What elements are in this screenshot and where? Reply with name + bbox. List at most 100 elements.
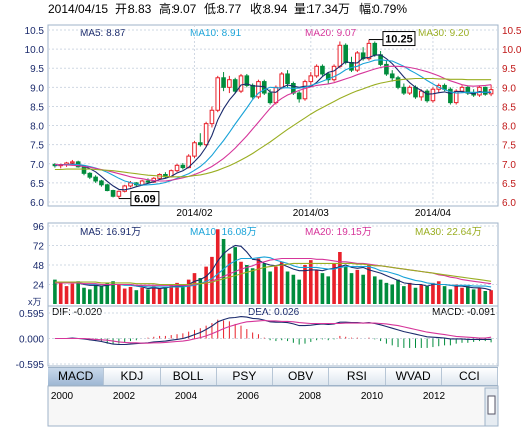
header-low-label: 低:	[204, 2, 219, 16]
volume-ma10-line	[54, 256, 492, 288]
candle-body	[209, 109, 215, 125]
volume-bar	[250, 268, 255, 304]
volume-moving-averages	[54, 244, 492, 291]
price-axis-labels: 10.5 10.5 10.0 10.0 9.5 9.5 9.0 9.0 8.5 8.5 8.0 8.0…	[25, 26, 522, 219]
candle-body	[122, 185, 128, 192]
price-extreme-markers: 10.25 6.09	[118, 31, 416, 207]
volume-bar	[128, 286, 133, 304]
price-grid	[48, 25, 498, 206]
candle-body	[267, 92, 273, 104]
volume-bar	[425, 286, 429, 304]
volume-bar	[99, 286, 104, 304]
volume-bar	[146, 289, 150, 304]
price-panel-frame	[47, 24, 499, 207]
price-y-tick-left: 6.0	[30, 198, 44, 209]
volume-bar	[221, 239, 226, 304]
price-y-tick-left: 9.0	[30, 83, 44, 94]
candle-body	[232, 79, 238, 92]
volume-bar	[384, 282, 389, 304]
volume-bar	[320, 273, 325, 304]
candle-body	[279, 73, 285, 88]
price-moving-averages	[54, 54, 492, 191]
volume-bar	[268, 271, 272, 304]
candle-body	[261, 81, 267, 94]
header-close: 8.94	[264, 2, 288, 16]
volume-bar	[448, 289, 453, 304]
candle-body	[448, 88, 453, 104]
candle-body	[337, 44, 343, 67]
overview-x-tick: 2008	[299, 391, 322, 402]
volume-bar	[303, 265, 307, 304]
header-change-label: 幅:	[359, 1, 374, 16]
macd-series: 0.595 0.000 -0.595	[16, 309, 498, 371]
low-marker-box	[130, 191, 160, 207]
macd-panel-frame	[47, 305, 499, 367]
price-legend: MA5: 8.87 MA10: 8.91 MA20: 9.07 MA30: 9.…	[80, 28, 470, 39]
price-y-tick-left: 8.0	[30, 122, 44, 133]
candle-body	[314, 65, 319, 77]
price-ma30-line	[54, 77, 492, 178]
volume-bar	[460, 287, 464, 304]
macd-y-tick: 0.595	[19, 309, 44, 320]
volume-bar	[122, 288, 127, 304]
header-open-label: 开:	[115, 2, 130, 16]
overview-scroll-grip	[487, 395, 496, 415]
overview-x-tick: 2000	[51, 391, 74, 402]
candle-body	[418, 90, 424, 98]
candle-body	[407, 86, 412, 94]
volume-bar	[53, 279, 57, 304]
tab-obv[interactable]: OBV	[273, 368, 330, 385]
price-y-tick-right: 7.0	[502, 160, 516, 171]
overview-x-tick: 2004	[175, 391, 198, 402]
price-ma20-label: MA20: 9.07	[305, 28, 357, 39]
volume-ma20-label: MA20: 19.15万	[305, 227, 372, 238]
price-ma5-label: MA5: 8.87	[80, 28, 126, 39]
candle-body	[343, 44, 349, 63]
price-y-tick-right: 8.0	[502, 122, 516, 133]
price-y-tick-left: 10.5	[25, 26, 45, 37]
high-marker-label: 10.25	[385, 34, 413, 46]
volume-bar	[454, 284, 459, 304]
tab-rsi[interactable]: RSI	[329, 368, 386, 385]
tab-macd[interactable]: MACD	[48, 368, 105, 385]
candle-body	[459, 86, 465, 92]
price-x-tick: 2014/03	[293, 208, 330, 219]
candle-body	[244, 75, 250, 86]
volume-bar	[262, 263, 267, 304]
price-ma30-label: MA30: 9.20	[418, 28, 470, 39]
volume-bar	[64, 286, 69, 304]
candle-body	[372, 42, 378, 56]
volume-bar	[367, 265, 371, 304]
tab-psy[interactable]: PSY	[216, 368, 273, 385]
tab-kdj[interactable]: KDJ	[104, 368, 161, 385]
price-y-tick-right: 9.0	[502, 83, 516, 94]
price-y-tick-left: 7.5	[30, 141, 44, 152]
tab-cci[interactable]: CCI	[441, 368, 498, 385]
candle-body	[227, 79, 232, 88]
volume-ma30-line	[54, 262, 492, 286]
candle-body	[308, 75, 314, 83]
tab-boll[interactable]: BOLL	[160, 368, 217, 385]
price-ma5-line	[54, 54, 492, 191]
candle-body	[389, 73, 395, 79]
candle-body	[401, 86, 407, 94]
volume-bar	[105, 282, 110, 304]
volume-bar	[291, 274, 296, 304]
volume-y-tick: 72	[33, 242, 45, 253]
candle-body	[430, 88, 436, 102]
candle-body	[192, 142, 197, 157]
volume-ma5-label: MA5: 16.91万	[80, 227, 141, 238]
macd-y-tick: 0.000	[19, 335, 44, 346]
volume-bar	[402, 286, 406, 304]
volume-bar	[186, 279, 191, 304]
volume-bar	[349, 273, 354, 304]
overview-x-tick: 2002	[113, 391, 136, 402]
header-volume: 17.34万	[308, 2, 350, 16]
candle-body	[81, 166, 87, 174]
volume-unit-label: x万	[28, 297, 42, 307]
tab-wvad[interactable]: WVAD	[385, 368, 442, 385]
macd-value-label: MACD: -0.091	[432, 307, 496, 318]
header-high: 9.07	[173, 2, 197, 16]
header-low: 8.77	[218, 2, 242, 16]
